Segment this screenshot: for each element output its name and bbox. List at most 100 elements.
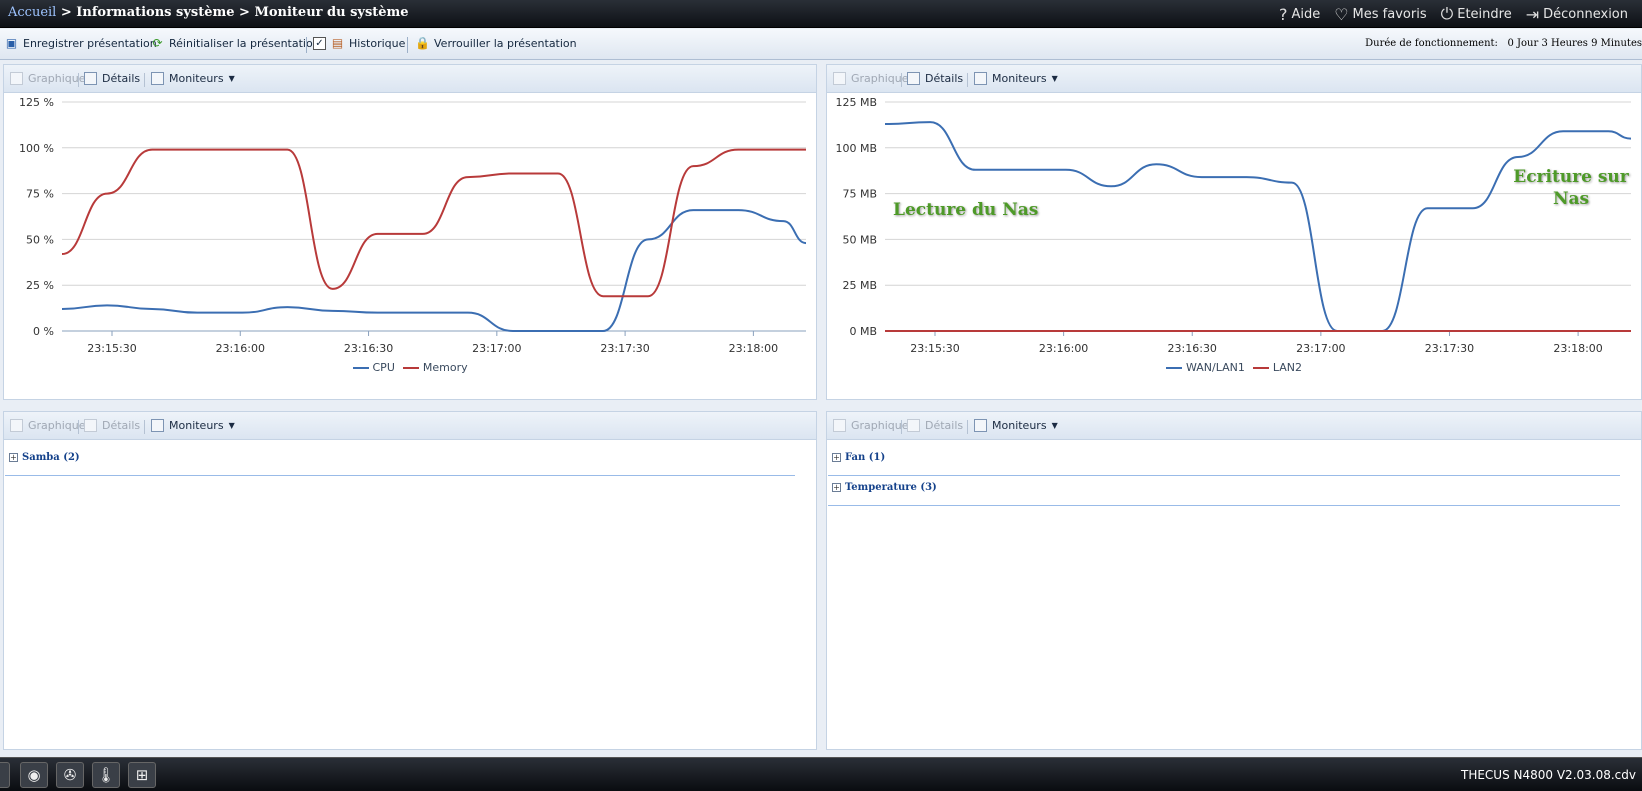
save-layout-button[interactable]: ▣ Enregistrer présentation <box>4 36 157 51</box>
group-temperature[interactable]: + Temperature (3) <box>832 482 937 493</box>
chevron-down-icon: ▼ <box>1051 74 1058 83</box>
x-tick-label: 23:16:30 <box>344 342 393 355</box>
dock-edge-icon[interactable] <box>0 762 10 788</box>
group-samba[interactable]: + Samba (2) <box>9 452 80 463</box>
monitors-dropdown[interactable]: Moniteurs ▼ <box>151 72 235 85</box>
panel-separator <box>901 73 902 87</box>
monitors-label: Moniteurs <box>992 72 1047 85</box>
toolbar-separator <box>407 37 408 53</box>
lock-layout-label: Verrouiller la présentation <box>434 37 577 50</box>
chart-icon <box>10 419 23 432</box>
top-nav-label: Mes favoris <box>1352 6 1427 22</box>
panel-toolbar: Graphique Détails Moniteurs ▼ <box>4 412 816 440</box>
reset-layout-button[interactable]: ⟳ Réinitialiser la présentation <box>150 36 319 51</box>
details-view-button[interactable]: Détails <box>907 419 963 432</box>
graph-view-label: Graphique <box>851 419 909 432</box>
group-divider <box>5 475 795 476</box>
expand-icon: + <box>832 453 841 462</box>
graph-view-label: Graphique <box>28 419 86 432</box>
chart-legend: WAN/LAN1 LAN2 <box>1166 361 1302 374</box>
y-tick-label: 100 MB <box>835 142 877 155</box>
top-nav-power-link[interactable]: ⏻ Eteindre <box>1441 4 1512 24</box>
disk-icon[interactable]: ◉ <box>20 762 48 788</box>
checkbox-icon: ✓ <box>313 37 326 50</box>
monitor-icon <box>974 72 987 85</box>
x-tick-label: 23:15:30 <box>910 342 959 355</box>
legend-label: WAN/LAN1 <box>1186 361 1245 374</box>
details-view-button[interactable]: Détails <box>84 419 140 432</box>
panel-separator <box>144 73 145 87</box>
x-tick-label: 23:17:30 <box>1425 342 1474 355</box>
x-tick-label: 23:17:00 <box>1296 342 1345 355</box>
save-layout-label: Enregistrer présentation <box>23 37 157 50</box>
chart-icon <box>833 419 846 432</box>
legend-label: CPU <box>372 361 395 374</box>
monitors-label: Moniteurs <box>169 72 224 85</box>
history-toggle[interactable]: ✓ ▤ Historique <box>313 36 405 51</box>
monitor-icon <box>974 419 987 432</box>
top-nav-heart-link[interactable]: ♡ Mes favoris <box>1334 4 1426 24</box>
top-nav-label: Déconnexion <box>1543 6 1628 22</box>
x-tick-label: 23:16:00 <box>1039 342 1088 355</box>
thermometer-icon[interactable]: 🌡 <box>92 762 120 788</box>
history-label: Historique <box>349 37 406 50</box>
hardware-panel: Graphique Détails Moniteurs ▼ + Fan (1) + Tempe… <box>826 411 1642 750</box>
top-nav-logout-link[interactable]: ⇥ Déconnexion <box>1526 4 1628 24</box>
chart-icon <box>833 72 846 85</box>
top-nav-help-link[interactable]: ? Aide <box>1279 4 1320 24</box>
chevron-down-icon: ▼ <box>228 74 235 83</box>
legend-item[interactable]: CPU <box>352 361 395 374</box>
top-bar: Accueil > Informations système > Moniteu… <box>0 0 1642 28</box>
details-view-button[interactable]: Détails <box>84 72 140 85</box>
legend-item[interactable]: Memory <box>402 361 468 374</box>
refresh-icon: ⟳ <box>152 36 163 50</box>
graph-view-button[interactable]: Graphique <box>10 72 86 85</box>
chart-svg: 125 % 100 % 75 % 50 % 25 % 0 % 23:15:30 23:16:0… <box>19 96 807 355</box>
details-view-button[interactable]: Détails <box>907 72 963 85</box>
legend-swatch <box>402 367 419 369</box>
line-chart: 125 MB 100 MB 75 MB 50 MB 25 MB 0 MB 23:15:30 2… <box>827 93 1641 393</box>
panel-separator <box>78 73 79 87</box>
y-tick-label: 75 MB <box>842 188 877 201</box>
x-tick-label: 23:17:00 <box>472 342 521 355</box>
group-label: Fan (1) <box>845 452 886 463</box>
series-line-wan-lan1 <box>884 121 1632 332</box>
graph-view-button[interactable]: Graphique <box>833 419 909 432</box>
lock-icon: 🔒 <box>415 36 430 50</box>
legend-swatch <box>1166 367 1182 369</box>
monitors-dropdown[interactable]: Moniteurs ▼ <box>974 419 1058 432</box>
y-tick-label: 100 % <box>19 142 54 155</box>
chart-legend: CPU Memory <box>352 361 468 374</box>
monitors-label: Moniteurs <box>169 419 224 432</box>
panel-toolbar: Graphique Détails Moniteurs ▼ <box>4 65 816 93</box>
graph-view-label: Graphique <box>28 72 86 85</box>
y-tick-label: 25 MB <box>842 279 877 292</box>
version-label: THECUS N4800 V2.03.08.cdv <box>1460 768 1636 782</box>
y-tick-label: 0 MB <box>849 325 877 338</box>
legend-label: Memory <box>422 361 468 374</box>
fan-icon[interactable]: ✇ <box>56 762 84 788</box>
uptime: Durée de fonctionnement: 0 Jour 3 Heures… <box>1365 38 1642 49</box>
annotation-write-line2: Nas <box>1552 189 1590 209</box>
details-view-label: Détails <box>925 419 964 432</box>
series-line-cpu <box>61 209 807 332</box>
panel-separator <box>901 420 902 434</box>
cpu-memory-panel: Graphique Détails Moniteurs ▼ 125 % 100 % 75 %… <box>3 64 817 400</box>
legend-item[interactable]: WAN/LAN1 <box>1166 361 1245 374</box>
legend-item[interactable]: LAN2 <box>1252 361 1302 374</box>
y-tick-label: 50 % <box>26 233 54 246</box>
y-tick-label: 25 % <box>26 279 54 292</box>
graph-view-button[interactable]: Graphique <box>833 72 909 85</box>
group-fan[interactable]: + Fan (1) <box>832 452 885 463</box>
expand-icon: + <box>832 483 841 492</box>
monitors-dropdown[interactable]: Moniteurs ▼ <box>974 72 1058 85</box>
lock-layout-button[interactable]: 🔒 Verrouiller la présentation <box>415 36 577 51</box>
network-icon[interactable]: ⊞ <box>128 762 156 788</box>
grid-icon <box>907 419 920 432</box>
graph-view-button[interactable]: Graphique <box>10 419 86 432</box>
monitors-dropdown[interactable]: Moniteurs ▼ <box>151 419 235 432</box>
panel-separator <box>967 420 968 434</box>
expand-icon: + <box>9 453 18 462</box>
details-view-label: Détails <box>925 72 964 85</box>
breadcrumb-home-link[interactable]: Accueil <box>8 5 57 20</box>
